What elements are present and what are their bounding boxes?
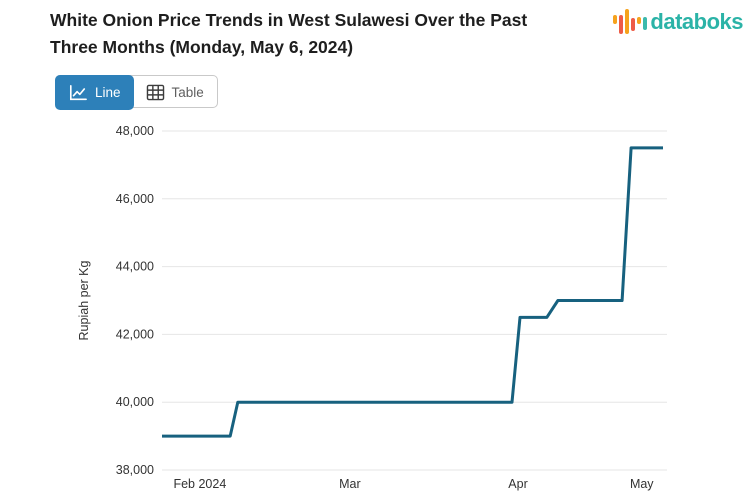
- page-title-line2: Three Months (Monday, May 6, 2024): [50, 37, 354, 57]
- table-button-label: Table: [171, 85, 204, 100]
- y-tick-label: 46,000: [116, 192, 154, 206]
- x-tick-label: Mar: [339, 477, 361, 491]
- x-tick-label: Apr: [508, 477, 527, 491]
- line-view-button[interactable]: Line: [55, 75, 134, 110]
- price-line-series: [162, 146, 663, 438]
- page-title-line1: White Onion Price Trends in West Sulawes…: [50, 10, 528, 30]
- x-tick-label: May: [630, 477, 654, 491]
- table-view-button[interactable]: Table: [133, 76, 217, 109]
- y-axis-title: Rupiah per Kg: [77, 260, 91, 340]
- chart-view-toggle-group: Line Table: [55, 75, 218, 110]
- y-tick-label: 44,000: [116, 260, 154, 274]
- databoks-logo-text: databoks: [650, 9, 743, 34]
- line-chart-icon: [68, 84, 88, 102]
- x-tick-label: Feb 2024: [173, 477, 226, 491]
- table-icon: [146, 84, 165, 101]
- page-title: White Onion Price Trends in West Sulawes…: [50, 7, 590, 61]
- line-button-label: Line: [95, 85, 121, 100]
- databoks-logo: databoks: [613, 8, 743, 36]
- databoks-logo-icon: [613, 8, 648, 36]
- y-tick-label: 48,000: [116, 124, 154, 138]
- y-tick-label: 40,000: [116, 395, 154, 409]
- y-tick-label: 42,000: [116, 327, 154, 341]
- y-tick-label: 38,000: [116, 463, 154, 477]
